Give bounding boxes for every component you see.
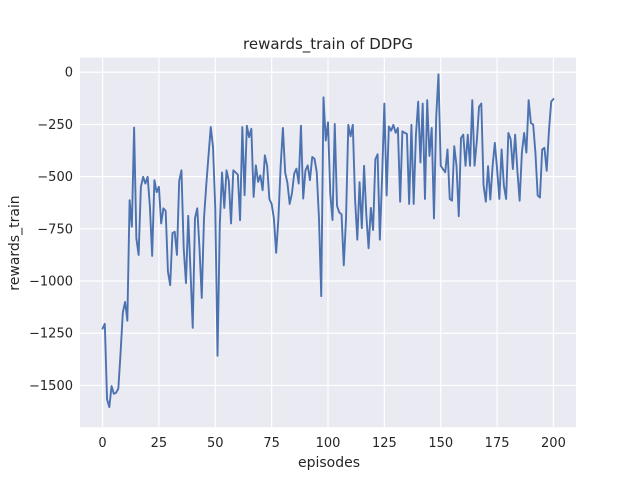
x-tick-label: 175 [485,436,510,451]
x-tick-label: 200 [541,436,566,451]
x-tick-label: 0 [98,436,106,451]
y-axis-label: rewards_train [7,195,23,290]
x-tick-label: 50 [207,436,224,451]
y-tick-label: −250 [37,118,73,133]
series-line-rewards_train [101,73,555,409]
y-tick-label: −1250 [29,327,73,342]
y-tick-label: −1000 [29,275,73,290]
x-axis-label: episodes [298,455,360,471]
y-tick-label: −1500 [29,379,73,394]
x-tick-labels: 0 25 50 75 100 125 150 175 200 [98,436,565,451]
y-tick-label: −500 [37,170,73,185]
axes-area: 0 25 50 75 100 125 150 175 200 0 −250 −500 −750 −1000… [29,57,576,451]
x-tick-label: 100 [316,436,341,451]
y-tick-label: −750 [37,222,73,237]
y-tick-label: 0 [65,66,73,81]
x-tick-label: 25 [151,436,168,451]
x-tick-label: 150 [428,436,453,451]
x-tick-label: 75 [263,436,280,451]
x-tick-label: 125 [372,436,397,451]
y-tick-labels: 0 −250 −500 −750 −1000 −1250 −1500 [29,66,73,394]
chart-title: rewards_train of DDPG [243,35,413,54]
